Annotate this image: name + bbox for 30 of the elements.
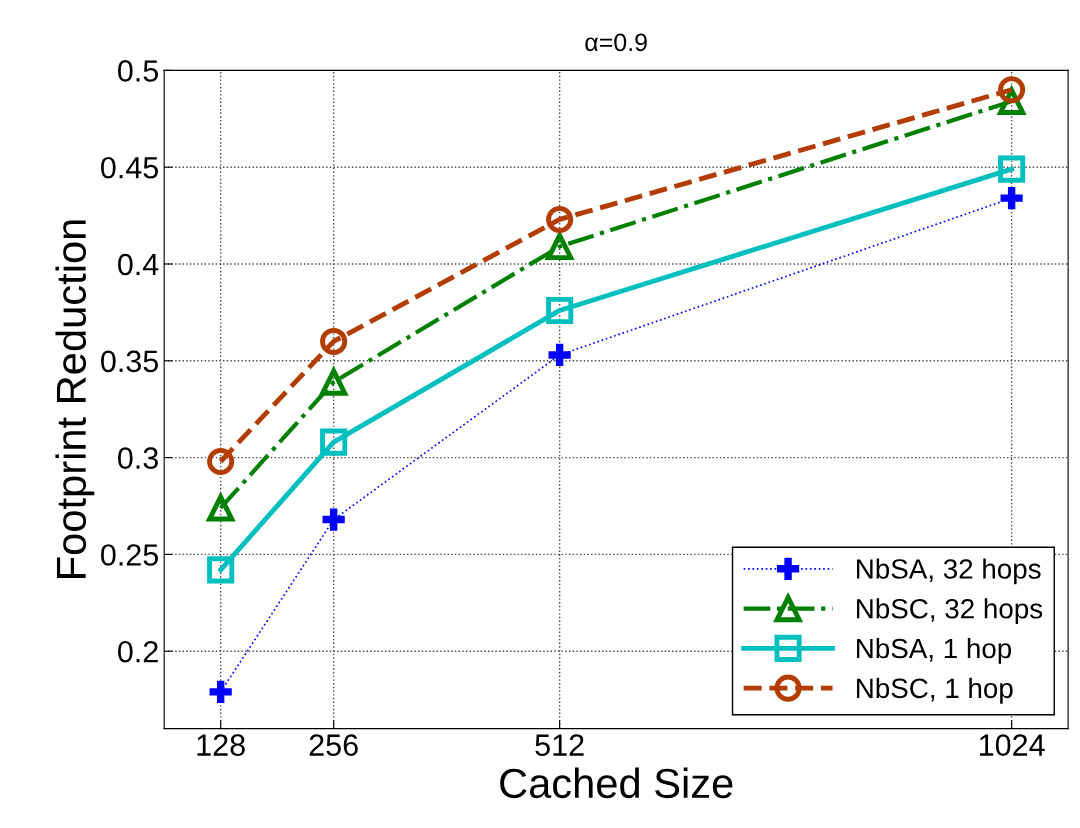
legend-label: NbSC, 32 hops [857, 598, 1043, 625]
chart-title: α=0.9 [585, 33, 647, 52]
point [320, 428, 348, 456]
x-tick-label: 128 [197, 734, 245, 756]
x-tick-label: 256 [309, 734, 358, 756]
x-tick-label: 1024 [979, 734, 1045, 756]
legend-label: NbSA, 32 hops [857, 558, 1041, 585]
point [998, 155, 1026, 183]
point [998, 76, 1026, 104]
point [207, 556, 235, 584]
y-tick-label: 0.5 [118, 60, 159, 82]
y-axis-title: Footprint Reduction [55, 220, 95, 578]
y-tick-label: 0.35 [101, 350, 159, 373]
point [207, 447, 235, 476]
point [322, 508, 345, 531]
y-tick-label: 0.45 [101, 156, 159, 179]
x-axis-title: Cached Size [500, 767, 733, 799]
point [1000, 187, 1023, 210]
legend-label: NbSC, 1 hop [857, 677, 1013, 704]
legend-label: NbSA, 1 hop [857, 637, 1012, 664]
y-tick-label: 0.4 [118, 253, 159, 276]
y-tick-label: 0.25 [101, 544, 159, 566]
y-tick-label: 0.2 [118, 640, 158, 663]
point [320, 327, 348, 355]
point [209, 680, 232, 703]
point [548, 343, 571, 367]
point [546, 296, 574, 324]
x-tick-label: 512 [535, 734, 584, 756]
point [546, 205, 574, 233]
y-tick-label: 0.3 [118, 447, 158, 469]
